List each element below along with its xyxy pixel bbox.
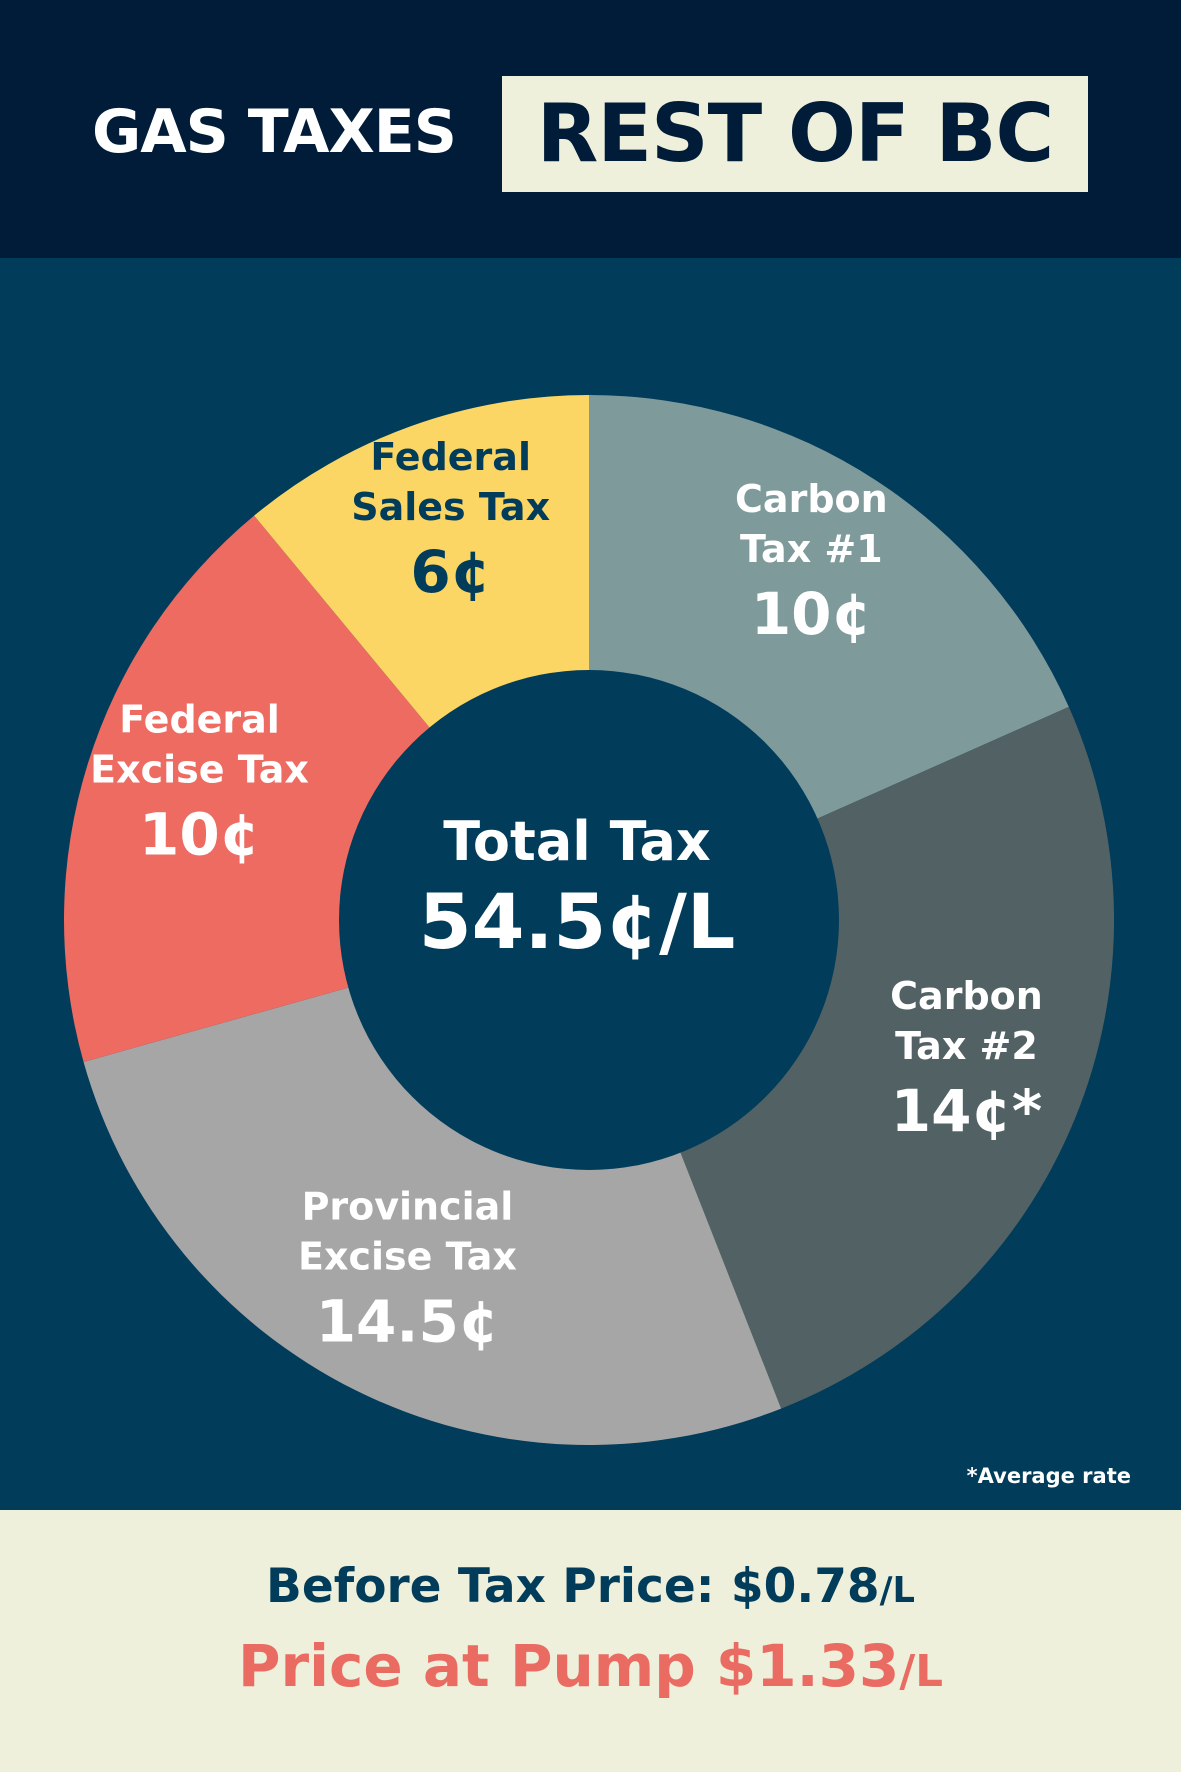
- pump-price-unit: /L: [899, 1647, 943, 1697]
- region-badge: REST OF BC: [502, 76, 1088, 192]
- slice-label-line2: Sales Tax: [351, 485, 550, 529]
- slice-value: 6¢: [410, 538, 491, 606]
- donut-hole: [339, 670, 839, 1170]
- slice-label-line1: Provincial: [302, 1184, 514, 1228]
- slice-label-line2: Excise Tax: [298, 1234, 517, 1278]
- center-value: 54.5¢/L: [419, 877, 736, 966]
- center-label: Total Tax: [443, 810, 711, 873]
- slice-label-line2: Tax #2: [895, 1024, 1038, 1068]
- footer-panel: [0, 1510, 1181, 1772]
- slice-label-line1: Carbon: [735, 477, 888, 521]
- header-bar: GAS TAXES REST OF BC: [0, 0, 1181, 258]
- footnote: *Average rate: [966, 1464, 1131, 1488]
- chart-panel: Carbon Tax #1 10¢ Carbon Tax #2 14¢* Provincia…: [0, 258, 1181, 1510]
- slice-value: 10¢: [751, 580, 872, 648]
- page-title: GAS TAXES: [92, 97, 457, 167]
- region-label: REST OF BC: [536, 87, 1054, 180]
- before-tax-price: Before Tax Price: $0.78/L: [0, 1558, 1181, 1620]
- slice-label-line1: Federal: [119, 697, 280, 741]
- before-tax-label: Before Tax Price: $0.78: [266, 1559, 880, 1614]
- slice-value: 14.5¢: [316, 1287, 499, 1355]
- slice-label-line2: Tax #1: [740, 527, 883, 571]
- before-tax-unit: /L: [879, 1570, 915, 1611]
- slice-label-line1: Carbon: [890, 974, 1043, 1018]
- slice-label-line2: Excise Tax: [90, 747, 309, 791]
- pump-price-label: Price at Pump $1.33: [238, 1632, 900, 1700]
- donut-chart: Carbon Tax #1 10¢ Carbon Tax #2 14¢* Provincia…: [64, 395, 1114, 1446]
- slice-value: 10¢: [139, 800, 260, 868]
- pump-price: Price at Pump $1.33/L: [0, 1630, 1181, 1708]
- slice-label-line1: Federal: [370, 435, 531, 479]
- slice-value: 14¢*: [891, 1077, 1042, 1145]
